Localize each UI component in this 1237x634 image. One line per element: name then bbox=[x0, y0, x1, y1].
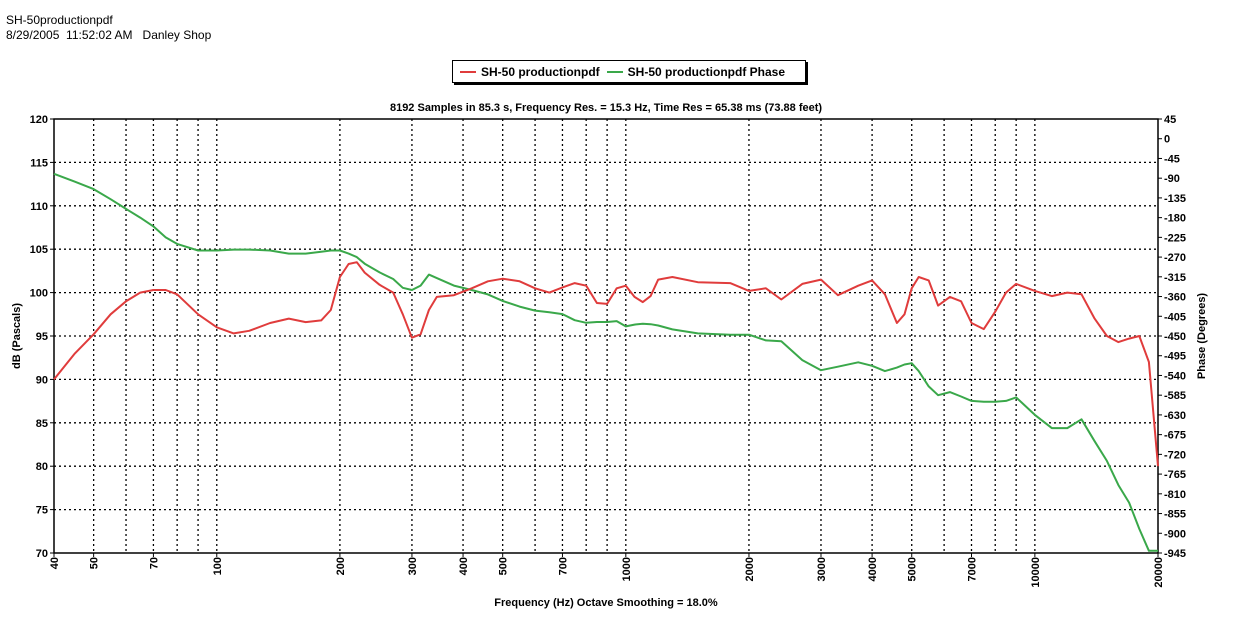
y2-tick-label: -450 bbox=[1164, 331, 1186, 343]
x-tick-label: 100 bbox=[212, 557, 224, 575]
y2-axis-label: Phase (Degrees) bbox=[1196, 293, 1208, 380]
x-tick-label: 7000 bbox=[967, 557, 979, 581]
y-tick-label: 85 bbox=[36, 418, 48, 430]
series-line-phase bbox=[53, 172, 1158, 552]
x-tick-label: 40 bbox=[49, 557, 61, 569]
x-axis-label: Frequency (Hz) Octave Smoothing = 18.0% bbox=[494, 597, 718, 609]
y-tick-label: 120 bbox=[30, 114, 48, 126]
x-tick-label: 5000 bbox=[907, 557, 919, 581]
y-tick-label: 110 bbox=[30, 201, 48, 213]
chart-title: 8192 Samples in 85.3 s, Frequency Res. =… bbox=[390, 102, 822, 114]
y2-tick-label: -720 bbox=[1164, 449, 1186, 461]
y-tick-label: 95 bbox=[36, 331, 48, 343]
y2-tick-label: -810 bbox=[1164, 489, 1186, 501]
y2-tick-label: 45 bbox=[1164, 114, 1176, 126]
y-tick-label: 105 bbox=[30, 244, 48, 256]
y2-tick-label: -225 bbox=[1164, 232, 1186, 244]
y2-tick-label: -270 bbox=[1164, 252, 1186, 264]
y2-tick-label: -405 bbox=[1164, 311, 1186, 323]
chart-legend: SH-50 productionpdf SH-50 productionpdf … bbox=[452, 60, 806, 83]
y-tick-label: 100 bbox=[30, 288, 48, 300]
legend-item-magnitude: SH-50 productionpdf bbox=[460, 65, 600, 79]
x-tick-label: 20000 bbox=[1153, 557, 1165, 588]
y-tick-label: 75 bbox=[36, 505, 48, 517]
x-tick-label: 400 bbox=[458, 557, 470, 575]
y2-tick-label: -45 bbox=[1164, 153, 1180, 165]
y2-tick-label: -90 bbox=[1164, 173, 1180, 185]
y2-tick-label: -765 bbox=[1164, 469, 1186, 481]
legend-swatch-phase bbox=[606, 70, 623, 73]
y2-tick-label: -945 bbox=[1164, 548, 1186, 560]
x-tick-label: 300 bbox=[407, 557, 419, 575]
y2-tick-label: -855 bbox=[1164, 509, 1186, 521]
x-tick-label: 2000 bbox=[744, 557, 756, 581]
x-tick-label: 3000 bbox=[816, 557, 828, 581]
report-meta: 8/29/2005 11:52:02 AM Danley Shop bbox=[6, 28, 212, 42]
y-tick-label: 90 bbox=[36, 374, 48, 386]
x-tick-label: 200 bbox=[335, 557, 347, 575]
y2-tick-label: 0 bbox=[1164, 134, 1170, 146]
y2-tick-label: -585 bbox=[1164, 390, 1186, 402]
x-tick-label: 10000 bbox=[1030, 557, 1042, 588]
y2-tick-label: -315 bbox=[1164, 272, 1186, 284]
y-axis-label: dB (Pascals) bbox=[11, 303, 23, 369]
legend-swatch-magnitude bbox=[460, 70, 476, 73]
x-tick-label: 700 bbox=[557, 557, 569, 575]
legend-item-phase: SH-50 productionpdf Phase bbox=[606, 64, 786, 79]
y2-tick-label: -180 bbox=[1164, 213, 1186, 225]
y-tick-label: 115 bbox=[30, 157, 48, 169]
report-title: SH-50productionpdf bbox=[6, 13, 113, 27]
series-line-magnitude bbox=[53, 261, 1159, 467]
y2-tick-label: -495 bbox=[1164, 351, 1186, 363]
y2-tick-label: -360 bbox=[1164, 292, 1186, 304]
legend-label-magnitude: SH-50 productionpdf bbox=[481, 64, 600, 79]
x-tick-label: 500 bbox=[498, 557, 510, 575]
y-tick-label: 80 bbox=[36, 461, 48, 473]
x-tick-label: 1000 bbox=[621, 557, 633, 581]
y2-tick-label: -135 bbox=[1164, 193, 1186, 205]
x-tick-label: 70 bbox=[148, 557, 160, 569]
y2-tick-label: -630 bbox=[1164, 410, 1186, 422]
x-tick-label: 50 bbox=[89, 557, 101, 569]
y2-tick-label: -540 bbox=[1164, 370, 1186, 382]
y-tick-label: 70 bbox=[36, 548, 48, 560]
x-tick-label: 4000 bbox=[867, 557, 879, 581]
legend-label-phase: SH-50 productionpdf Phase bbox=[627, 64, 786, 79]
y2-tick-label: -900 bbox=[1164, 528, 1186, 540]
y2-tick-label: -675 bbox=[1164, 430, 1186, 442]
